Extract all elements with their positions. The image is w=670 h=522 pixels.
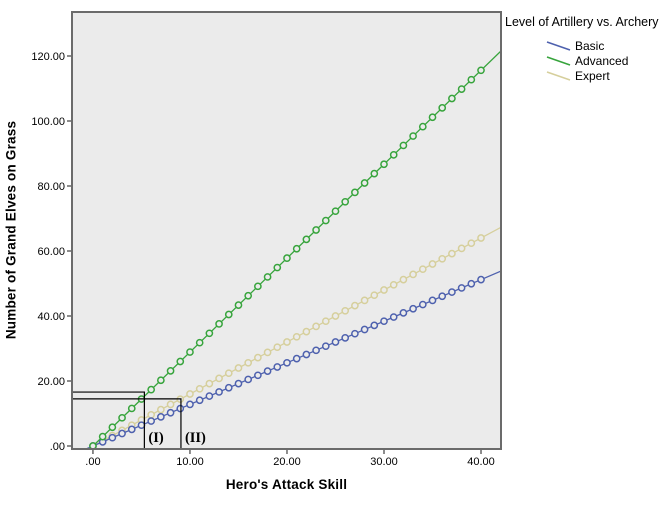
plot-background <box>72 12 501 449</box>
series-markers-basic <box>89 275 485 449</box>
basic-line-sample-icon <box>546 40 571 51</box>
annotation-box-II <box>72 398 182 449</box>
legend-title: Level of Artillery vs. Archery <box>505 15 659 29</box>
axis-tick-labels: .00 10.00 20.00 30.00 40.00 .00 20.00 40.00 60.0… <box>31 51 494 468</box>
series-basic <box>84 270 501 449</box>
annotation-label-I: (I) <box>148 430 163 446</box>
y-tick-label: 40.00 <box>37 311 65 323</box>
x-tick-label: 30.00 <box>370 456 398 468</box>
legend-label-expert: Expert <box>575 68 610 83</box>
y-tick-label: 80.00 <box>37 181 65 193</box>
series-markers-advanced <box>89 66 485 449</box>
y-tick-label: 120.00 <box>31 51 65 63</box>
x-tick-label: 40.00 <box>467 456 495 468</box>
annotation-boxes: (I) (II) <box>72 391 206 449</box>
series-advanced <box>88 50 501 449</box>
x-tick-label: 20.00 <box>273 456 301 468</box>
advanced-line-sample-icon <box>546 55 571 66</box>
y-axis-title: Number of Grand Elves on Grass <box>3 120 19 340</box>
annotation-label-II: (II) <box>185 430 206 446</box>
y-tick-label: 100.00 <box>31 116 65 128</box>
y-tick-label: 60.00 <box>37 246 65 258</box>
legend-label-basic: Basic <box>575 38 605 53</box>
annotation-box-I <box>72 391 145 449</box>
plot-border <box>71 11 502 450</box>
y-tick-label: .00 <box>50 441 65 453</box>
x-tick-label: 10.00 <box>176 456 204 468</box>
legend-item-basic: Basic <box>546 38 628 53</box>
legend-label-advanced: Advanced <box>575 53 629 68</box>
y-tick-label: 20.00 <box>37 376 65 388</box>
x-axis-title: Hero's Attack Skill <box>225 477 348 492</box>
x-tick-label: .00 <box>85 456 100 468</box>
legend-item-expert: Expert <box>546 68 628 83</box>
legend: Basic Advanced Expert <box>546 38 628 83</box>
legend-item-advanced: Advanced <box>546 53 628 68</box>
expert-line-sample-icon <box>546 70 571 81</box>
